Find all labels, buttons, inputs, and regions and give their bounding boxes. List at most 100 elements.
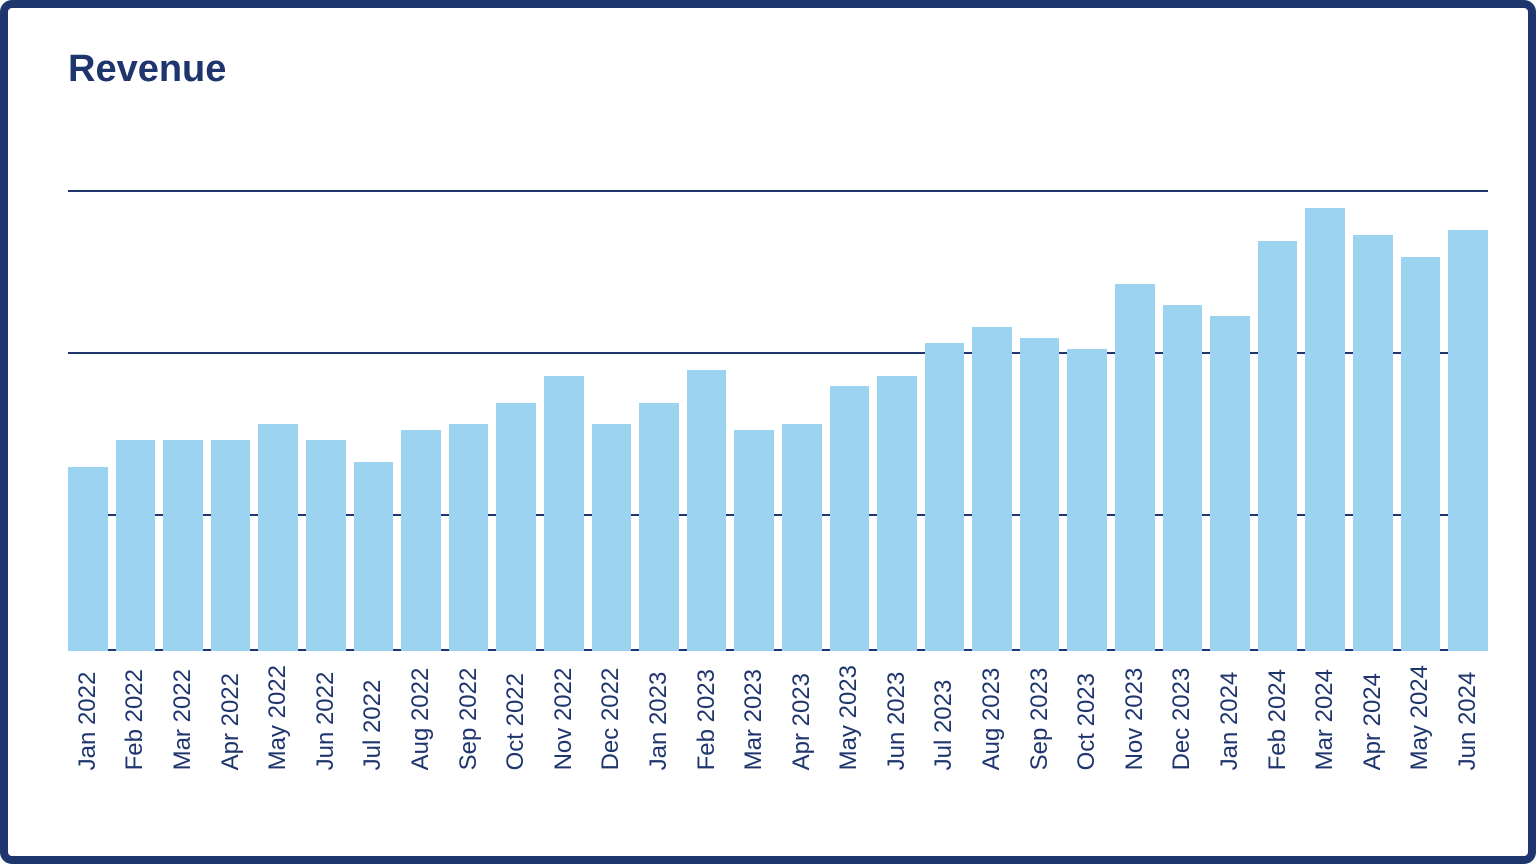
bar-slot [1305,111,1345,651]
bar [1401,257,1441,651]
x-label-slot: Jan 2023 [639,665,679,770]
bar [306,440,346,651]
bar [1115,284,1155,651]
x-label-slot: Dec 2022 [592,665,632,770]
bar-slot [734,111,774,651]
x-label-slot: Aug 2023 [972,665,1012,770]
x-label-slot: Sep 2022 [449,665,489,770]
bar [592,424,632,651]
x-label-slot: Jul 2022 [354,665,394,770]
x-axis-label: Jul 2022 [359,665,387,770]
bar-slot [877,111,917,651]
bar [1020,338,1060,651]
x-axis-label: Mar 2022 [169,665,197,770]
x-label-slot: Aug 2022 [401,665,441,770]
bar-slot [1353,111,1393,651]
x-label-slot: Mar 2022 [163,665,203,770]
bar-slot [449,111,489,651]
x-axis-label: Dec 2023 [1168,665,1196,770]
x-axis-label: Feb 2024 [1264,665,1292,770]
x-axis-label: May 2022 [264,665,292,770]
x-label-slot: Sep 2023 [1020,665,1060,770]
x-axis-label: Mar 2024 [1311,665,1339,770]
chart-frame: Revenue Jan 2022 Feb 2022 Mar 2022 Apr 2022… [0,0,1536,864]
bar-slot [1067,111,1107,651]
x-axis-label: Dec 2022 [597,665,625,770]
bar-slot [639,111,679,651]
x-label-slot: Jan 2022 [68,665,108,770]
bar-slot [1163,111,1203,651]
x-label-slot: Apr 2022 [211,665,251,770]
x-axis-label: Aug 2022 [407,665,435,770]
x-label-slot: May 2022 [258,665,298,770]
x-label-slot: Jun 2023 [877,665,917,770]
bar [1163,305,1203,651]
x-axis-label: May 2023 [835,665,863,770]
x-axis-label: Feb 2022 [121,665,149,770]
x-label-slot: Mar 2023 [734,665,774,770]
bar-slot [116,111,156,651]
bar-slot [925,111,965,651]
bar [782,424,822,651]
x-axis-label: Oct 2022 [502,665,530,770]
bar-slot [1258,111,1298,651]
x-label-slot: Oct 2022 [496,665,536,770]
bar-slot [687,111,727,651]
bar [1353,235,1393,651]
bar-slot [354,111,394,651]
bar-slot [1401,111,1441,651]
x-label-slot: Apr 2024 [1353,665,1393,770]
bar-slot [782,111,822,651]
x-axis-label: May 2024 [1406,665,1434,770]
bar [68,467,108,651]
chart-title: Revenue [68,48,1488,91]
x-axis-label: Jan 2022 [74,665,102,770]
x-axis-label: Nov 2023 [1121,665,1149,770]
x-axis-label: Oct 2023 [1073,665,1101,770]
bar [687,370,727,651]
bar [211,440,251,651]
x-label-slot: Nov 2022 [544,665,584,770]
x-axis-label: Jan 2023 [645,665,673,770]
x-axis-label: Sep 2023 [1026,665,1054,770]
bar-slot [496,111,536,651]
x-label-slot: Nov 2023 [1115,665,1155,770]
x-label-slot: Jul 2023 [925,665,965,770]
bar-slot [1448,111,1488,651]
x-label-slot: May 2024 [1401,665,1441,770]
plot-area-wrapper: Jan 2022 Feb 2022 Mar 2022 Apr 2022 May 2022… [68,111,1488,770]
bar [354,462,394,651]
bar [1067,349,1107,651]
bar [163,440,203,651]
bar [258,424,298,651]
x-label-slot: May 2023 [830,665,870,770]
x-axis-label: Apr 2024 [1359,665,1387,770]
x-label-slot: Jun 2022 [306,665,346,770]
bar-slot [592,111,632,651]
x-label-slot: Mar 2024 [1305,665,1345,770]
x-label-slot: Jun 2024 [1448,665,1488,770]
bar-slot [1115,111,1155,651]
x-axis-label: Nov 2022 [550,665,578,770]
x-axis-label: Jul 2023 [930,665,958,770]
bar [925,343,965,651]
bar-slot [211,111,251,651]
x-axis-label: Jun 2022 [312,665,340,770]
bar-slot [401,111,441,651]
bars-container [68,111,1488,651]
bar-slot [544,111,584,651]
x-label-slot: Feb 2024 [1258,665,1298,770]
x-axis: Jan 2022 Feb 2022 Mar 2022 Apr 2022 May 2022… [68,665,1488,770]
bar-slot [68,111,108,651]
bar-slot [306,111,346,651]
bar [1305,208,1345,651]
x-axis-label: Jun 2024 [1454,665,1482,770]
x-axis-label: Sep 2022 [455,665,483,770]
bar [449,424,489,651]
x-label-slot: Apr 2023 [782,665,822,770]
bar-slot [1020,111,1060,651]
x-axis-label: Jun 2023 [883,665,911,770]
bar [116,440,156,651]
bar-slot [258,111,298,651]
bar-slot [163,111,203,651]
